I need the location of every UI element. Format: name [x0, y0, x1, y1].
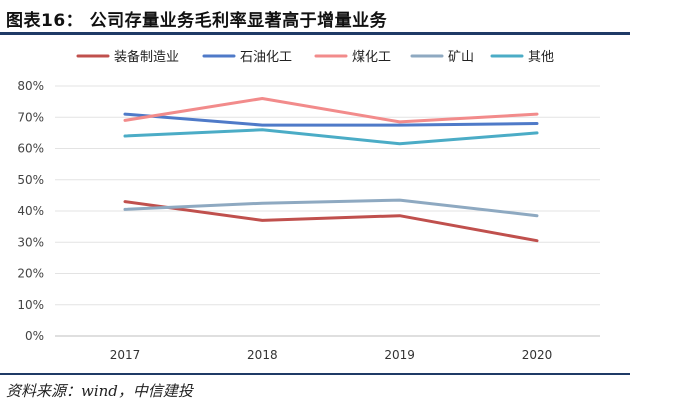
- y-tick-label: 0%: [25, 329, 44, 343]
- legend-label: 装备制造业: [114, 49, 179, 65]
- x-tick-label: 2020: [522, 348, 553, 362]
- y-axis-ticks: 0% 10% 20% 30% 40% 50% 60% 70% 80%: [17, 79, 44, 343]
- y-tick-label: 30%: [17, 235, 44, 249]
- x-axis-ticks: 2017 2018 2019 2020: [110, 348, 553, 362]
- series-line: [123, 198, 539, 218]
- source-note: 资料来源：wind，中信建投: [6, 382, 193, 400]
- legend-label: 煤化工: [352, 50, 391, 65]
- y-tick-label: 70%: [17, 110, 44, 124]
- legend-label: 其他: [528, 50, 554, 65]
- y-tick-label: 80%: [17, 79, 44, 93]
- series-line: [123, 97, 539, 124]
- x-tick-label: 2018: [247, 348, 278, 362]
- grid-lines: [55, 85, 600, 337]
- x-tick-label: 2017: [110, 348, 141, 362]
- y-tick-label: 10%: [17, 298, 44, 312]
- x-tick-label: 2019: [384, 348, 415, 362]
- series-line: [123, 112, 539, 127]
- legend-label: 石油化工: [240, 50, 292, 65]
- legend-label: 矿山: [448, 50, 474, 65]
- series-line: [123, 200, 539, 243]
- page-title: 图表16： 公司存量业务毛利率显著高于增量业务: [6, 11, 388, 31]
- title-divider: [0, 32, 630, 35]
- y-tick-label: 50%: [17, 173, 44, 187]
- series-line: [123, 128, 539, 146]
- legend: 装备制造业 石油化工 煤化工 矿山 其他: [76, 49, 554, 65]
- y-tick-label: 60%: [17, 142, 44, 156]
- footer-divider: [0, 373, 630, 375]
- series-lines: [123, 97, 539, 243]
- y-tick-label: 20%: [17, 267, 44, 281]
- y-tick-label: 40%: [17, 204, 44, 218]
